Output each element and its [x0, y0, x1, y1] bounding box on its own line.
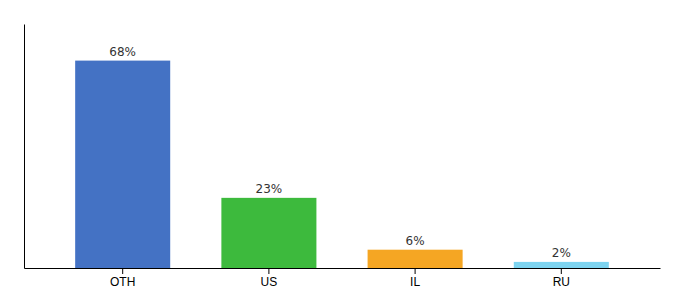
bar — [75, 61, 170, 268]
bar — [221, 198, 316, 268]
chart: 68% 23% 6% 2% OTH US IL RU — [0, 0, 680, 300]
x-tick: IL — [410, 268, 420, 289]
x-tick-label: US — [261, 275, 278, 289]
plot: 68% 23% 6% 2% OTH US IL RU — [25, 25, 661, 289]
x-axis-line — [25, 268, 661, 269]
bar — [514, 262, 609, 268]
data-labels: 68% 23% 6% 2% — [109, 45, 570, 260]
x-tick-label: RU — [553, 275, 570, 289]
data-label: 6% — [406, 234, 425, 248]
y-axis-line — [24, 25, 25, 269]
y-axis — [24, 25, 25, 269]
bar — [368, 250, 463, 268]
x-tick-mark — [561, 268, 562, 274]
x-tick: US — [261, 268, 278, 289]
x-axis: OTH US IL RU — [25, 268, 661, 289]
bars — [75, 61, 609, 268]
x-tick: OTH — [110, 268, 135, 289]
x-tick-mark — [415, 268, 416, 274]
data-label: 23% — [256, 182, 283, 196]
data-label: 68% — [109, 45, 136, 59]
x-tick-mark — [268, 268, 269, 274]
x-tick-label: OTH — [110, 275, 135, 289]
x-tick: RU — [553, 268, 570, 289]
x-tick-mark — [122, 268, 123, 274]
x-tick-label: IL — [410, 275, 420, 289]
data-label: 2% — [552, 246, 571, 260]
